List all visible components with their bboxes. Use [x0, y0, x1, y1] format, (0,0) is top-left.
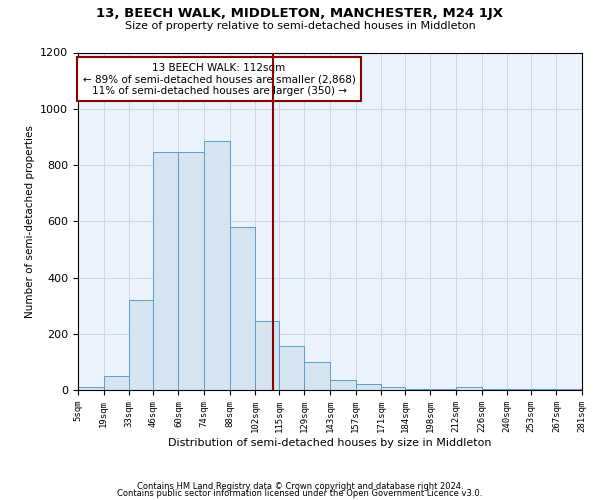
Bar: [178, 152, 204, 390]
Text: 13 BEECH WALK: 112sqm
← 89% of semi-detached houses are smaller (2,868)
11% of s: 13 BEECH WALK: 112sqm ← 89% of semi-deta…: [83, 62, 356, 96]
Text: Size of property relative to semi-detached houses in Middleton: Size of property relative to semi-detach…: [125, 21, 475, 31]
Bar: [255, 321, 279, 390]
Bar: [356, 384, 381, 390]
Bar: [507, 388, 531, 390]
Bar: [129, 300, 153, 390]
Text: 13, BEECH WALK, MIDDLETON, MANCHESTER, M24 1JX: 13, BEECH WALK, MIDDLETON, MANCHESTER, M…: [97, 8, 503, 20]
Bar: [153, 152, 178, 390]
Bar: [430, 389, 456, 390]
Bar: [279, 346, 304, 390]
Bar: [230, 227, 255, 390]
Bar: [330, 380, 356, 390]
X-axis label: Distribution of semi-detached houses by size in Middleton: Distribution of semi-detached houses by …: [168, 438, 492, 448]
Bar: [531, 389, 556, 390]
Bar: [556, 389, 582, 390]
Bar: [381, 386, 405, 390]
Y-axis label: Number of semi-detached properties: Number of semi-detached properties: [25, 125, 35, 318]
Bar: [104, 376, 129, 390]
Bar: [304, 362, 330, 390]
Bar: [204, 141, 230, 390]
Text: Contains HM Land Registry data © Crown copyright and database right 2024.: Contains HM Land Registry data © Crown c…: [137, 482, 463, 491]
Text: Contains public sector information licensed under the Open Government Licence v3: Contains public sector information licen…: [118, 490, 482, 498]
Bar: [456, 387, 482, 390]
Bar: [482, 389, 507, 390]
Bar: [78, 387, 104, 390]
Bar: [405, 388, 430, 390]
